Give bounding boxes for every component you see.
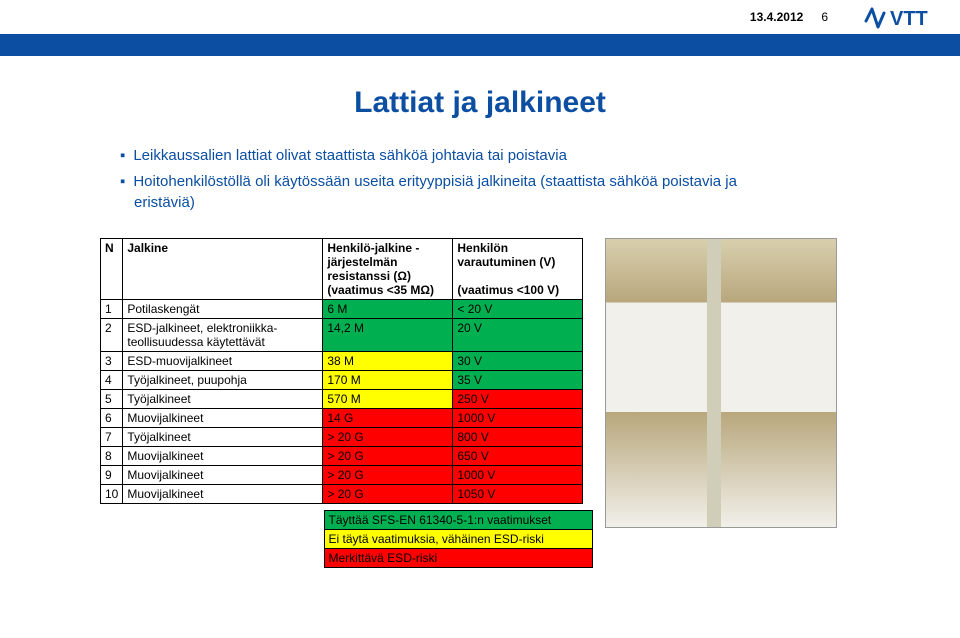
- legend-table: Täyttää SFS-EN 61340-5-1:n vaatimuksetEi…: [100, 510, 593, 568]
- cell-n: 6: [101, 409, 123, 428]
- th-voltage: Henkilön varautuminen (V) (vaatimus <100…: [453, 239, 583, 300]
- cell-name: Työjalkineet, puupohja: [123, 371, 323, 390]
- cell-voltage: 650 V: [453, 447, 583, 466]
- cell-voltage: 35 V: [453, 371, 583, 390]
- th-jalkine: Jalkine: [123, 239, 323, 300]
- cell-voltage: 1000 V: [453, 409, 583, 428]
- cell-resistance: 38 M: [323, 352, 453, 371]
- legend-spacer: [100, 511, 324, 530]
- cell-resistance: 6 M: [323, 300, 453, 319]
- table-row: 1Potilaskengät6 M< 20 V: [101, 300, 583, 319]
- cell-name: Työjalkineet: [123, 390, 323, 409]
- vtt-logo-icon: VTT: [864, 3, 942, 31]
- cell-n: 9: [101, 466, 123, 485]
- legend-cell: Merkittävä ESD-riski: [324, 549, 592, 568]
- cell-n: 3: [101, 352, 123, 371]
- cell-name: ESD-muovijalkineet: [123, 352, 323, 371]
- cell-n: 1: [101, 300, 123, 319]
- cell-resistance: > 20 G: [323, 485, 453, 504]
- table-row: 7Työjalkineet> 20 G800 V: [101, 428, 583, 447]
- legend-row: Merkittävä ESD-riski: [100, 549, 592, 568]
- table-row: 4Työjalkineet, puupohja170 M35 V: [101, 371, 583, 390]
- cell-n: 7: [101, 428, 123, 447]
- cell-resistance: 170 M: [323, 371, 453, 390]
- cell-name: Työjalkineet: [123, 428, 323, 447]
- header-date: 13.4.2012: [750, 10, 803, 24]
- bullet-item: Hoitohenkilöstöllä oli käytössään useita…: [120, 172, 760, 213]
- cell-n: 10: [101, 485, 123, 504]
- cell-voltage: 1050 V: [453, 485, 583, 504]
- legend-spacer: [100, 530, 324, 549]
- legend-row: Ei täytä vaatimuksia, vähäinen ESD-riski: [100, 530, 592, 549]
- page-title: Lattiat ja jalkineet: [0, 86, 960, 120]
- table-row: 6Muovijalkineet14 G1000 V: [101, 409, 583, 428]
- cell-voltage: < 20 V: [453, 300, 583, 319]
- blue-strip: [0, 34, 960, 56]
- header-page: 6: [821, 10, 828, 24]
- bullet-list: Leikkaussalien lattiat olivat staattista…: [120, 146, 760, 219]
- cell-voltage: 800 V: [453, 428, 583, 447]
- cell-name: Potilaskengät: [123, 300, 323, 319]
- table-row: 8Muovijalkineet> 20 G650 V: [101, 447, 583, 466]
- cell-n: 5: [101, 390, 123, 409]
- shoes-photo: [605, 238, 837, 528]
- cell-voltage: 250 V: [453, 390, 583, 409]
- cell-resistance: 14,2 M: [323, 319, 453, 352]
- cell-voltage: 20 V: [453, 319, 583, 352]
- cell-voltage: 1000 V: [453, 466, 583, 485]
- cell-name: Muovijalkineet: [123, 409, 323, 428]
- legend-cell: Täyttää SFS-EN 61340-5-1:n vaatimukset: [324, 511, 592, 530]
- header-bar: 13.4.2012 6 VTT: [0, 0, 960, 34]
- cell-voltage: 30 V: [453, 352, 583, 371]
- table-row: 3ESD-muovijalkineet38 M30 V: [101, 352, 583, 371]
- cell-n: 8: [101, 447, 123, 466]
- cell-name: Muovijalkineet: [123, 485, 323, 504]
- cell-name: Muovijalkineet: [123, 447, 323, 466]
- main-table: N Jalkine Henkilö-jalkine - järjestelmän…: [100, 238, 583, 504]
- cell-resistance: > 20 G: [323, 447, 453, 466]
- vtt-logo: VTT: [864, 3, 942, 31]
- svg-text:VTT: VTT: [890, 8, 928, 30]
- th-resistance: Henkilö-jalkine - järjestelmän resistans…: [323, 239, 453, 300]
- table-row: 9Muovijalkineet> 20 G1000 V: [101, 466, 583, 485]
- cell-name: ESD-jalkineet, elektroniikka-teollisuude…: [123, 319, 323, 352]
- legend-spacer: [100, 549, 324, 568]
- table-header-row: N Jalkine Henkilö-jalkine - järjestelmän…: [101, 239, 583, 300]
- cell-name: Muovijalkineet: [123, 466, 323, 485]
- cell-n: 4: [101, 371, 123, 390]
- content-row: N Jalkine Henkilö-jalkine - järjestelmän…: [100, 238, 837, 568]
- cell-resistance: > 20 G: [323, 428, 453, 447]
- legend-row: Täyttää SFS-EN 61340-5-1:n vaatimukset: [100, 511, 592, 530]
- cell-resistance: 570 M: [323, 390, 453, 409]
- legend-cell: Ei täytä vaatimuksia, vähäinen ESD-riski: [324, 530, 592, 549]
- cell-resistance: > 20 G: [323, 466, 453, 485]
- bullet-item: Leikkaussalien lattiat olivat staattista…: [120, 146, 760, 166]
- table-wrapper: N Jalkine Henkilö-jalkine - järjestelmän…: [100, 238, 593, 568]
- th-n: N: [101, 239, 123, 300]
- cell-resistance: 14 G: [323, 409, 453, 428]
- table-row: 5Työjalkineet570 M250 V: [101, 390, 583, 409]
- table-row: 10Muovijalkineet> 20 G1050 V: [101, 485, 583, 504]
- table-row: 2ESD-jalkineet, elektroniikka-teollisuud…: [101, 319, 583, 352]
- cell-n: 2: [101, 319, 123, 352]
